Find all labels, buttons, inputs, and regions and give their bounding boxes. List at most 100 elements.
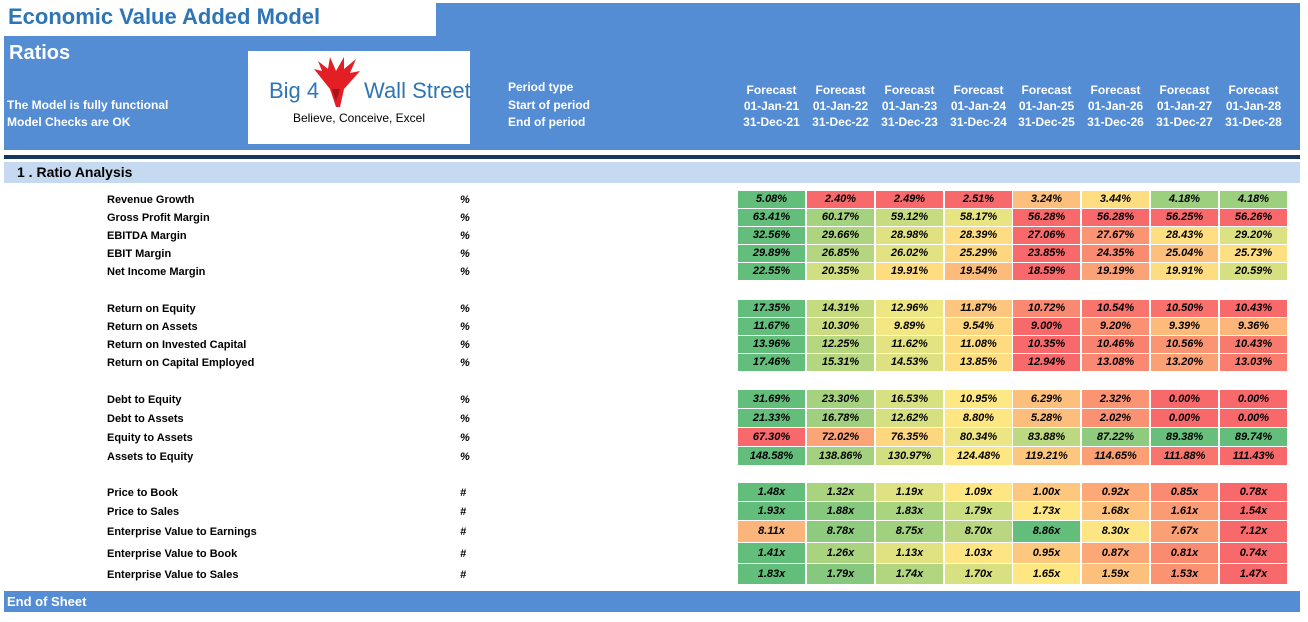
value-cell[interactable]: 1.13x [876,543,943,563]
value-cell[interactable]: 17.46% [738,354,805,371]
value-cell[interactable]: 2.49% [876,191,943,208]
value-cell[interactable]: 19.19% [1082,263,1149,280]
value-cell[interactable]: 2.32% [1082,390,1149,408]
value-cell[interactable]: 24.35% [1082,245,1149,262]
value-cell[interactable]: 23.85% [1013,245,1080,262]
value-cell[interactable]: 56.25% [1151,209,1218,226]
value-cell[interactable]: 8.75x [876,521,943,542]
value-cell[interactable]: 13.96% [738,336,805,353]
value-cell[interactable]: 19.91% [876,263,943,280]
value-cell[interactable]: 1.54x [1220,502,1287,520]
value-cell[interactable]: 28.43% [1151,227,1218,244]
value-cell[interactable]: 0.74x [1220,543,1287,563]
value-cell[interactable]: 1.48x [738,483,805,501]
value-cell[interactable]: 10.72% [1013,300,1080,317]
value-cell[interactable]: 8.86x [1013,521,1080,542]
value-cell[interactable]: 1.32x [807,483,874,501]
value-cell[interactable]: 25.29% [945,245,1012,262]
value-cell[interactable]: 12.96% [876,300,943,317]
value-cell[interactable]: 89.38% [1151,428,1218,446]
value-cell[interactable]: 12.62% [876,409,943,427]
value-cell[interactable]: 80.34% [945,428,1012,446]
value-cell[interactable]: 13.03% [1220,354,1287,371]
value-cell[interactable]: 1.68x [1082,502,1149,520]
value-cell[interactable]: 56.28% [1082,209,1149,226]
value-cell[interactable]: 9.54% [945,318,1012,335]
value-cell[interactable]: 32.56% [738,227,805,244]
value-cell[interactable]: 3.24% [1013,191,1080,208]
value-cell[interactable]: 56.26% [1220,209,1287,226]
value-cell[interactable]: 29.66% [807,227,874,244]
value-cell[interactable]: 13.85% [945,354,1012,371]
value-cell[interactable]: 5.28% [1013,409,1080,427]
value-cell[interactable]: 56.28% [1013,209,1080,226]
value-cell[interactable]: 19.54% [945,263,1012,280]
value-cell[interactable]: 16.53% [876,390,943,408]
value-cell[interactable]: 11.87% [945,300,1012,317]
value-cell[interactable]: 25.73% [1220,245,1287,262]
value-cell[interactable]: 1.53x [1151,564,1218,584]
value-cell[interactable]: 10.43% [1220,300,1287,317]
value-cell[interactable]: 18.59% [1013,263,1080,280]
value-cell[interactable]: 29.89% [738,245,805,262]
value-cell[interactable]: 1.03x [945,543,1012,563]
value-cell[interactable]: 1.88x [807,502,874,520]
value-cell[interactable]: 1.00x [1013,483,1080,501]
value-cell[interactable]: 8.30x [1082,521,1149,542]
value-cell[interactable]: 0.87x [1082,543,1149,563]
value-cell[interactable]: 9.00% [1013,318,1080,335]
value-cell[interactable]: 7.12x [1220,521,1287,542]
value-cell[interactable]: 10.46% [1082,336,1149,353]
value-cell[interactable]: 2.40% [807,191,874,208]
value-cell[interactable]: 83.88% [1013,428,1080,446]
value-cell[interactable]: 10.54% [1082,300,1149,317]
value-cell[interactable]: 72.02% [807,428,874,446]
value-cell[interactable]: 20.35% [807,263,874,280]
value-cell[interactable]: 0.00% [1220,409,1287,427]
value-cell[interactable]: 7.67x [1151,521,1218,542]
value-cell[interactable]: 27.67% [1082,227,1149,244]
value-cell[interactable]: 1.59x [1082,564,1149,584]
value-cell[interactable]: 0.95x [1013,543,1080,563]
value-cell[interactable]: 12.25% [807,336,874,353]
value-cell[interactable]: 67.30% [738,428,805,446]
value-cell[interactable]: 0.92x [1082,483,1149,501]
value-cell[interactable]: 89.74% [1220,428,1287,446]
value-cell[interactable]: 63.41% [738,209,805,226]
value-cell[interactable]: 10.95% [945,390,1012,408]
value-cell[interactable]: 9.20% [1082,318,1149,335]
value-cell[interactable]: 31.69% [738,390,805,408]
value-cell[interactable]: 26.85% [807,245,874,262]
value-cell[interactable]: 2.51% [945,191,1012,208]
value-cell[interactable]: 1.83x [738,564,805,584]
value-cell[interactable]: 0.00% [1151,409,1218,427]
value-cell[interactable]: 8.70x [945,521,1012,542]
value-cell[interactable]: 23.30% [807,390,874,408]
value-cell[interactable]: 1.47x [1220,564,1287,584]
value-cell[interactable]: 1.93x [738,502,805,520]
value-cell[interactable]: 1.70x [945,564,1012,584]
value-cell[interactable]: 1.83x [876,502,943,520]
value-cell[interactable]: 25.04% [1151,245,1218,262]
value-cell[interactable]: 13.20% [1151,354,1218,371]
value-cell[interactable]: 11.62% [876,336,943,353]
value-cell[interactable]: 3.44% [1082,191,1149,208]
value-cell[interactable]: 4.18% [1220,191,1287,208]
value-cell[interactable]: 29.20% [1220,227,1287,244]
value-cell[interactable]: 10.43% [1220,336,1287,353]
value-cell[interactable]: 1.79x [945,502,1012,520]
value-cell[interactable]: 0.00% [1151,390,1218,408]
value-cell[interactable]: 21.33% [738,409,805,427]
value-cell[interactable]: 13.08% [1082,354,1149,371]
value-cell[interactable]: 10.50% [1151,300,1218,317]
value-cell[interactable]: 0.00% [1220,390,1287,408]
value-cell[interactable]: 8.78x [807,521,874,542]
value-cell[interactable]: 60.17% [807,209,874,226]
value-cell[interactable]: 12.94% [1013,354,1080,371]
value-cell[interactable]: 10.35% [1013,336,1080,353]
value-cell[interactable]: 9.36% [1220,318,1287,335]
value-cell[interactable]: 14.31% [807,300,874,317]
value-cell[interactable]: 4.18% [1151,191,1218,208]
value-cell[interactable]: 28.39% [945,227,1012,244]
value-cell[interactable]: 114.65% [1082,447,1149,465]
